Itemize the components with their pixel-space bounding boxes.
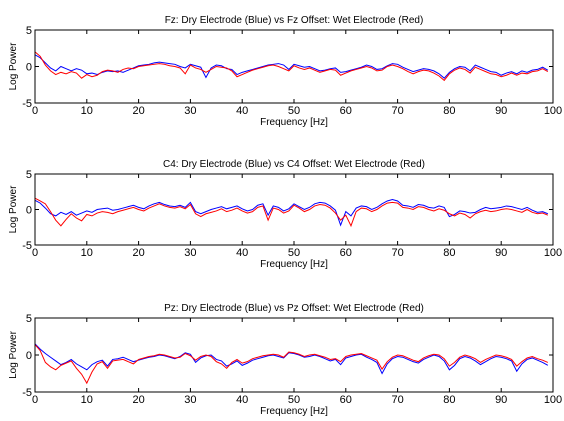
x-tick-label: 50	[288, 394, 300, 406]
y-axis-label: Log Power	[8, 185, 19, 233]
chart-title: Fz: Dry Electrode (Blue) vs Fz Offset: W…	[165, 15, 424, 26]
x-tick-label: 40	[236, 394, 248, 406]
y-tick-label: -5	[22, 387, 32, 399]
chart-title: C4: Dry Electrode (Blue) vs C4 Offset: W…	[163, 159, 425, 170]
y-tick-label: 5	[26, 313, 32, 325]
x-tick-label: 0	[32, 105, 38, 117]
chart-title: Pz: Dry Electrode (Blue) vs Pz Offset: W…	[164, 303, 424, 314]
y-tick-label: -5	[22, 98, 32, 110]
x-tick-label: 20	[132, 105, 144, 117]
y-tick-label: 5	[26, 169, 32, 181]
series-line-blue	[35, 54, 549, 79]
x-tick-label: 80	[443, 394, 455, 406]
x-tick-label: 60	[340, 394, 352, 406]
x-tick-label: 10	[81, 247, 93, 259]
x-tick-label: 80	[443, 247, 455, 259]
x-tick-label: 40	[236, 105, 248, 117]
x-tick-label: 90	[495, 247, 507, 259]
x-tick-label: 60	[340, 247, 352, 259]
subplot-2: C4: Dry Electrode (Blue) vs C4 Offset: W…	[8, 159, 562, 270]
x-tick-label: 50	[288, 105, 300, 117]
x-tick-label: 10	[81, 394, 93, 406]
x-tick-label: 30	[184, 394, 196, 406]
y-axis-label: Log Power	[8, 330, 19, 378]
y-tick-label: 0	[26, 62, 32, 74]
x-tick-label: 70	[391, 105, 403, 117]
y-tick-label: 5	[26, 25, 32, 37]
y-axis-label: Log Power	[8, 42, 19, 90]
x-tick-label: 100	[544, 247, 562, 259]
x-tick-label: 10	[81, 105, 93, 117]
series-line-red	[35, 344, 549, 385]
x-axis-label: Frequency [Hz]	[260, 259, 328, 270]
x-tick-label: 0	[32, 247, 38, 259]
y-tick-label: 0	[26, 205, 32, 217]
x-axis-label: Frequency [Hz]	[260, 406, 328, 417]
x-tick-label: 60	[340, 105, 352, 117]
x-tick-label: 70	[391, 394, 403, 406]
x-tick-label: 20	[132, 247, 144, 259]
x-tick-label: 20	[132, 394, 144, 406]
x-tick-label: 70	[391, 247, 403, 259]
x-tick-label: 0	[32, 394, 38, 406]
x-tick-label: 30	[184, 247, 196, 259]
x-tick-label: 80	[443, 105, 455, 117]
x-tick-label: 40	[236, 247, 248, 259]
axes-box	[34, 317, 554, 393]
x-tick-label: 100	[544, 394, 562, 406]
x-tick-label: 30	[184, 105, 196, 117]
x-tick-label: 50	[288, 247, 300, 259]
series-line-blue	[35, 343, 549, 375]
axes-box	[34, 29, 554, 104]
series-line-red	[35, 51, 549, 82]
subplot-1: Fz: Dry Electrode (Blue) vs Fz Offset: W…	[8, 15, 562, 128]
x-axis-label: Frequency [Hz]	[260, 117, 328, 128]
y-tick-label: -5	[22, 240, 32, 252]
series-line-blue	[35, 199, 549, 227]
x-tick-label: 90	[495, 394, 507, 406]
subplot-3: Pz: Dry Electrode (Blue) vs Pz Offset: W…	[8, 303, 562, 417]
y-tick-label: 0	[26, 350, 32, 362]
axes-box	[34, 173, 554, 246]
series-line-red	[35, 197, 549, 228]
x-tick-label: 100	[544, 105, 562, 117]
x-tick-label: 90	[495, 105, 507, 117]
